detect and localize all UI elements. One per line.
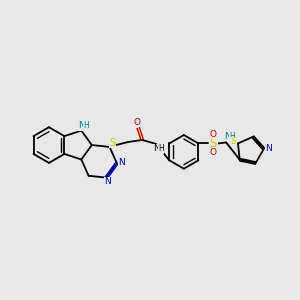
Text: O: O	[210, 148, 217, 157]
Text: H: H	[229, 132, 235, 141]
Text: N: N	[153, 144, 160, 153]
Text: S: S	[109, 138, 116, 148]
Text: S: S	[230, 137, 236, 146]
Text: O: O	[210, 130, 217, 139]
Text: H: H	[158, 144, 164, 153]
Text: H: H	[83, 121, 89, 130]
Text: S: S	[210, 137, 217, 150]
Text: N: N	[266, 144, 272, 153]
Text: O: O	[134, 118, 141, 127]
Text: N: N	[78, 121, 85, 130]
Text: N: N	[224, 132, 231, 141]
Text: N: N	[104, 177, 111, 186]
Text: N: N	[118, 158, 125, 167]
